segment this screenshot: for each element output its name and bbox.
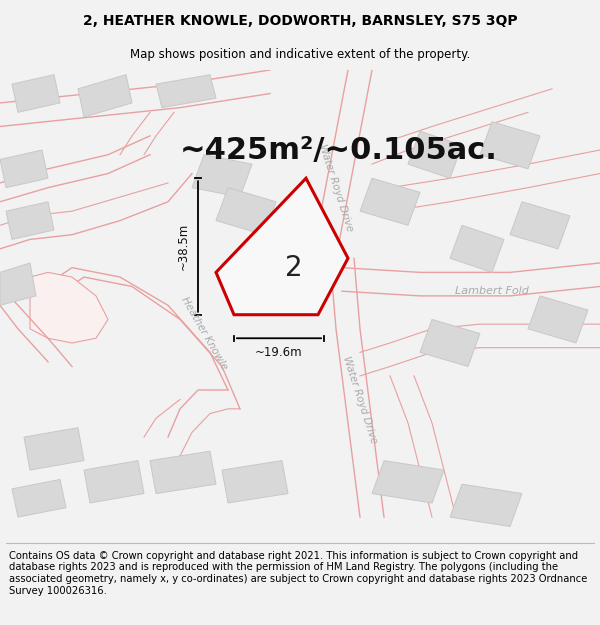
Text: Heather Knowle: Heather Knowle bbox=[179, 295, 229, 372]
Polygon shape bbox=[528, 296, 588, 343]
Polygon shape bbox=[12, 75, 60, 112]
Polygon shape bbox=[6, 202, 54, 239]
Polygon shape bbox=[222, 461, 288, 503]
Text: Contains OS data © Crown copyright and database right 2021. This information is : Contains OS data © Crown copyright and d… bbox=[9, 551, 587, 596]
Polygon shape bbox=[12, 479, 66, 517]
Polygon shape bbox=[480, 122, 540, 169]
Polygon shape bbox=[450, 484, 522, 526]
Polygon shape bbox=[360, 178, 420, 225]
Text: 2: 2 bbox=[285, 254, 303, 282]
Text: ~425m²/~0.105ac.: ~425m²/~0.105ac. bbox=[180, 136, 498, 164]
Text: 2, HEATHER KNOWLE, DODWORTH, BARNSLEY, S75 3QP: 2, HEATHER KNOWLE, DODWORTH, BARNSLEY, S… bbox=[83, 14, 517, 28]
Polygon shape bbox=[216, 188, 276, 235]
Polygon shape bbox=[156, 75, 216, 108]
Text: Water Royd Drive: Water Royd Drive bbox=[317, 142, 355, 232]
Polygon shape bbox=[0, 150, 48, 188]
Polygon shape bbox=[408, 131, 462, 178]
Text: Lambert Fold: Lambert Fold bbox=[455, 286, 529, 296]
Polygon shape bbox=[0, 263, 36, 305]
Polygon shape bbox=[24, 428, 84, 470]
Polygon shape bbox=[192, 155, 252, 197]
Polygon shape bbox=[216, 178, 348, 315]
Polygon shape bbox=[450, 225, 504, 272]
Polygon shape bbox=[30, 272, 108, 343]
Text: Water Royd Drive: Water Royd Drive bbox=[341, 354, 379, 444]
Polygon shape bbox=[510, 202, 570, 249]
Text: ~38.5m: ~38.5m bbox=[176, 223, 190, 270]
Polygon shape bbox=[78, 75, 132, 117]
Polygon shape bbox=[150, 451, 216, 494]
Text: ~19.6m: ~19.6m bbox=[255, 346, 303, 359]
Polygon shape bbox=[372, 461, 444, 503]
Polygon shape bbox=[84, 461, 144, 503]
Polygon shape bbox=[420, 319, 480, 366]
Text: Map shows position and indicative extent of the property.: Map shows position and indicative extent… bbox=[130, 48, 470, 61]
